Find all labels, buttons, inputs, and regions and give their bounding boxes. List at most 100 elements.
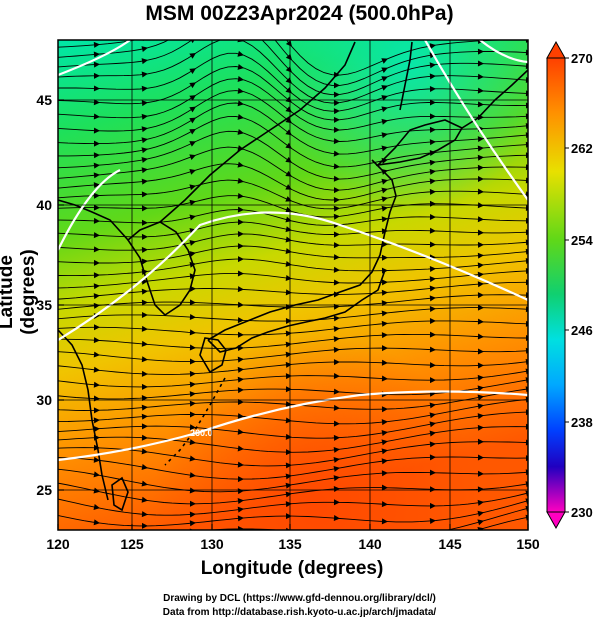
- streamline-arrow: [477, 333, 484, 340]
- streamline-arrow: [93, 61, 100, 68]
- streamline-arrow: [525, 409, 528, 416]
- streamline-arrow: [381, 501, 388, 508]
- streamline-arrow: [333, 163, 340, 170]
- streamline-arrow: [285, 304, 292, 311]
- streamline-arrow: [525, 481, 528, 488]
- streamline-arrow: [93, 337, 100, 344]
- streamline-arrow: [141, 71, 148, 78]
- streamline-arrow: [285, 318, 292, 325]
- streamline-arrow: [334, 550, 340, 556]
- streamline-arrow: [477, 87, 484, 94]
- streamline-arrow: [430, 531, 436, 537]
- streamline-arrow: [237, 317, 244, 324]
- streamline-arrow: [477, 292, 484, 299]
- streamline-arrow: [333, 187, 340, 194]
- streamline-arrow: [285, 491, 292, 498]
- streamline-arrow: [285, 473, 292, 480]
- streamline-arrow: [381, 95, 388, 101]
- streamline-arrow: [141, 448, 148, 455]
- y-tick-label: 45: [36, 92, 52, 108]
- streamline-arrow: [333, 150, 340, 157]
- streamline-arrow: [381, 254, 388, 261]
- streamline-arrow: [93, 232, 100, 239]
- streamline-arrow: [429, 150, 436, 156]
- streamline-arrow: [285, 361, 292, 368]
- streamline-arrow: [237, 286, 244, 293]
- streamline-arrow: [477, 216, 484, 223]
- streamline-arrow: [381, 484, 388, 491]
- streamline-arrow: [333, 346, 340, 353]
- streamline-arrow: [525, 306, 528, 313]
- streamline-arrow: [285, 501, 292, 508]
- colorbar: 270 262 254 246 238 230: [546, 40, 593, 530]
- streamline-arrow: [525, 122, 528, 129]
- streamline-arrow: [285, 462, 292, 469]
- streamline-arrow: [525, 239, 528, 246]
- x-tick-label: 120: [46, 536, 70, 552]
- streamline-arrow: [477, 394, 484, 401]
- streamline-arrow: [141, 370, 148, 377]
- streamline-arrow: [429, 402, 436, 409]
- streamline-arrow: [381, 196, 388, 203]
- streamline-arrow: [237, 243, 244, 250]
- streamline-arrow: [141, 325, 148, 332]
- x-axis-label: Longitude (degrees): [200, 558, 384, 579]
- streamline-arrow: [477, 424, 484, 431]
- streamline-arrow: [429, 346, 436, 353]
- streamline-arrow: [93, 434, 100, 441]
- streamline-arrow: [429, 227, 436, 234]
- streamline-arrow: [237, 525, 244, 530]
- streamline-arrow: [525, 229, 528, 236]
- streamline-arrow: [477, 318, 484, 325]
- streamline-arrow: [141, 137, 148, 144]
- streamline-arrow: [429, 276, 436, 283]
- streamline-arrow: [237, 461, 244, 468]
- streamline-arrow: [429, 318, 436, 325]
- streamline-arrow: [237, 445, 244, 452]
- streamline-arrow: [477, 176, 484, 183]
- streamline-arrow: [237, 515, 244, 522]
- streamline-arrow: [93, 182, 100, 189]
- streamline-arrow: [381, 216, 388, 223]
- streamline-arrow: [93, 471, 100, 478]
- streamline-arrow: [237, 161, 244, 168]
- streamline-arrow: [189, 52, 196, 59]
- streamline-arrow: [429, 113, 436, 120]
- streamline-arrow: [93, 456, 100, 463]
- x-tick-label: 130: [200, 536, 224, 552]
- streamline-arrow: [141, 147, 148, 154]
- streamline-arrow: [285, 433, 292, 440]
- streamline-arrow: [525, 248, 528, 255]
- streamline-arrow: [237, 129, 244, 135]
- streamline-arrow: [141, 299, 148, 306]
- streamline-arrow: [381, 518, 388, 525]
- streamline-arrow: [477, 114, 484, 121]
- streamline-arrow: [381, 289, 388, 296]
- streamline-arrow: [477, 438, 484, 445]
- streamline-arrow: [285, 40, 292, 47]
- streamline-arrow: [237, 428, 244, 435]
- streamline-arrow: [381, 178, 388, 185]
- streamline-arrow: [525, 77, 528, 83]
- streamline-arrow: [285, 401, 292, 408]
- streamline-arrow: [525, 423, 528, 430]
- streamline-arrow: [525, 347, 528, 354]
- streamline-arrow: [429, 73, 436, 80]
- streamline-arrow: [237, 206, 244, 213]
- streamline-arrow: [429, 469, 436, 476]
- contour-lines: [58, 40, 528, 462]
- streamline-arrow: [141, 167, 148, 174]
- streamline-arrow: [525, 267, 528, 274]
- streamline-arrow: [285, 386, 292, 393]
- streamline-arrow: [237, 413, 244, 420]
- streamline-arrow: [333, 291, 340, 298]
- streamline-arrow: [477, 519, 484, 526]
- streamline-arrow: [525, 279, 528, 286]
- streamline-arrow: [333, 196, 340, 203]
- streamline-arrow: [333, 99, 340, 106]
- streamline-arrow: [525, 113, 528, 120]
- streamline-arrow: [381, 67, 388, 73]
- streamline-arrow: [93, 140, 100, 147]
- streamline-arrow: [381, 430, 388, 436]
- streamline-arrow: [189, 214, 196, 221]
